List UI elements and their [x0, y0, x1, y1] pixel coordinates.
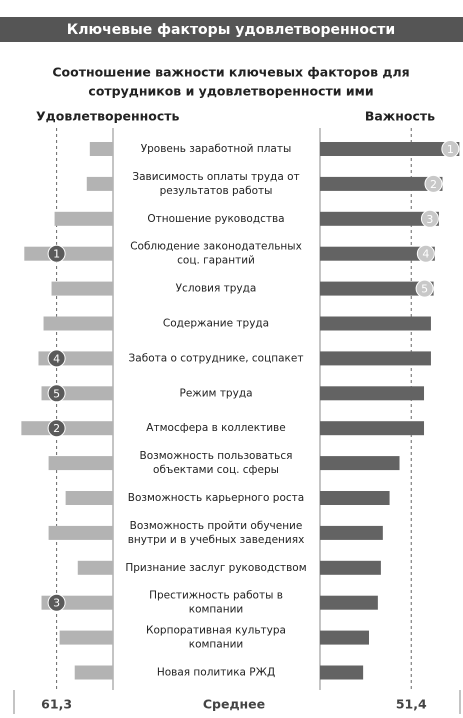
bar — [320, 176, 443, 191]
bar — [86, 176, 113, 191]
bar — [320, 351, 431, 366]
average-value: 61,3 — [41, 697, 72, 712]
rank-badge — [47, 384, 66, 403]
bar — [59, 630, 113, 645]
category-label: компании — [189, 604, 244, 616]
rank-badge — [415, 279, 434, 298]
category-label: Атмосфера в коллективе — [146, 422, 285, 434]
bar — [74, 665, 113, 680]
category-label: объектами соц. сферы — [153, 464, 279, 476]
rank-label: 2 — [53, 422, 60, 435]
rank-label: 2 — [430, 178, 437, 191]
category-label: Возможность пользоваться — [140, 450, 293, 462]
rank-badge — [47, 419, 66, 438]
bar — [320, 246, 435, 261]
category-label: Возможность пройти обучение — [130, 520, 303, 532]
average-label: Среднее — [203, 697, 265, 712]
rank-badge — [47, 244, 66, 263]
rank-label: 5 — [421, 283, 428, 296]
category-label: Признание заслуг руководством — [125, 562, 306, 574]
bar — [320, 665, 364, 680]
header: Ключевые факторы удовлетворенности — [67, 22, 395, 38]
rank-label: 5 — [53, 387, 60, 400]
rank-badge — [420, 209, 439, 228]
category-label: Соблюдение законодательных — [130, 241, 302, 253]
bar — [43, 316, 113, 331]
category-label: результатов работы — [160, 185, 273, 197]
bar — [65, 491, 113, 505]
category-label: Престижность работы в — [149, 590, 283, 602]
category-label: Корпоративная культура — [146, 625, 286, 637]
rank-label: 4 — [422, 248, 429, 261]
rank-badge — [47, 349, 66, 368]
title-line: сотрудников и удовлетворенности ими — [88, 84, 373, 99]
category-label: Новая политика РЖД — [157, 667, 275, 679]
header-band — [0, 17, 463, 42]
category-label: Уровень заработной платы — [141, 143, 292, 155]
bar — [320, 281, 434, 296]
bar — [51, 281, 113, 296]
bar — [320, 595, 378, 610]
category-label: Условия труда — [176, 283, 257, 295]
rank-label: 1 — [53, 248, 60, 261]
bar — [320, 630, 369, 645]
bar — [21, 421, 114, 436]
title-line: Соотношение важности ключевых факторов д… — [52, 65, 409, 80]
right-axis-label: Важность — [365, 109, 435, 124]
bar — [48, 525, 113, 540]
rank-label: 1 — [447, 143, 454, 156]
rank-label: 3 — [53, 597, 60, 610]
bar — [320, 491, 390, 505]
bar — [320, 316, 431, 331]
bar — [89, 142, 113, 156]
bar — [320, 211, 439, 226]
category-label: Возможность карьерного роста — [128, 492, 304, 504]
category-label: внутри и в учебных заведениях — [128, 534, 305, 546]
category-label: Отношение руководства — [147, 213, 284, 225]
average-value: 51,4 — [396, 697, 427, 712]
category-label: Забота о сотруднике, соцпакет — [129, 352, 304, 364]
rank-badge — [416, 244, 435, 263]
left-axis-label: Удовлетворенность — [36, 109, 180, 124]
rank-label: 3 — [426, 213, 433, 226]
rank-label: 4 — [53, 352, 60, 365]
bar — [24, 246, 114, 261]
rank-badge — [47, 593, 66, 612]
bar — [320, 421, 425, 436]
category-label: Режим труда — [179, 387, 252, 399]
bar — [48, 456, 113, 471]
bar — [320, 386, 425, 401]
category-label: соц. гарантий — [177, 255, 255, 267]
category-label: Зависимость оплаты труда от — [132, 171, 299, 183]
rank-badge — [424, 174, 443, 193]
category-label: Содержание труда — [163, 318, 269, 330]
bar — [320, 456, 400, 471]
bar — [320, 525, 383, 540]
rank-badge — [441, 140, 460, 158]
bar — [320, 142, 460, 156]
category-label: компании — [189, 639, 244, 651]
bar — [320, 560, 381, 575]
bar — [77, 560, 113, 575]
bar — [54, 211, 113, 226]
